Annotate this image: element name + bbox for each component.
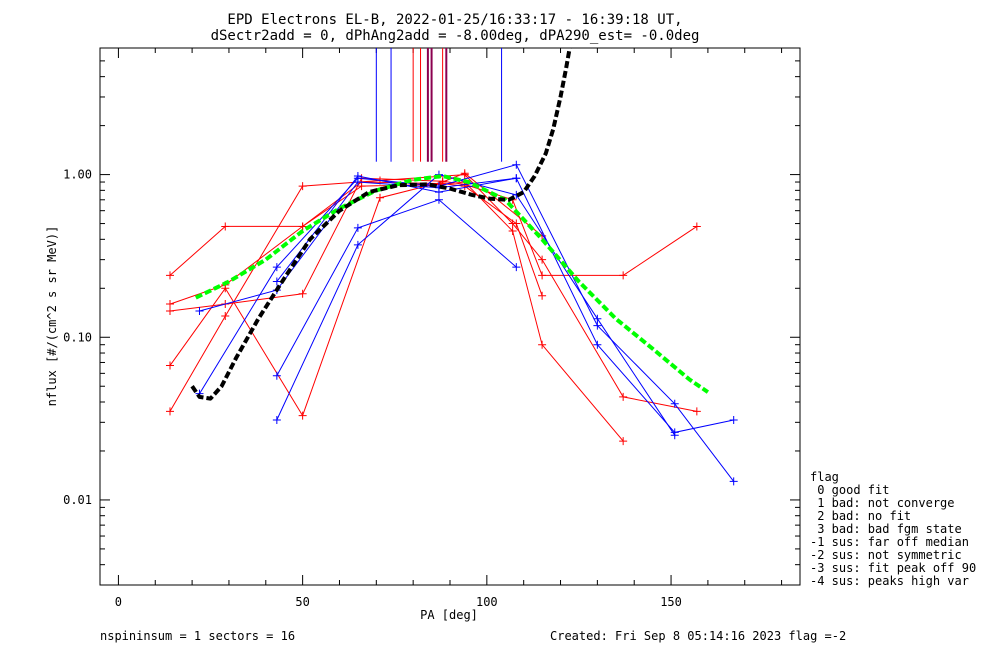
series-line [276, 199, 517, 376]
data-point [692, 222, 701, 231]
series-blue [195, 160, 738, 486]
data-point [195, 307, 204, 316]
series-red [166, 174, 701, 316]
data-point [593, 314, 602, 323]
data-point [272, 371, 281, 380]
series-line [169, 172, 543, 417]
data-point [298, 222, 307, 231]
x-tick-label: 0 [115, 595, 122, 609]
data-point [434, 195, 443, 204]
data-point [221, 284, 230, 293]
data-point [298, 289, 307, 298]
data-point [166, 300, 174, 309]
legend-item: -3 sus: fit peak off 90 [810, 561, 976, 575]
data-point [166, 361, 174, 370]
data-point [166, 271, 174, 280]
series-line [169, 177, 698, 312]
legend-item: -1 sus: far off median [810, 535, 969, 549]
chart-title-line1: EPD Electrons EL-B, 2022-01-25/16:33:17 … [227, 12, 682, 28]
data-point [508, 227, 517, 236]
data-point [353, 240, 362, 249]
y-axis-label: nflux [#/(cm^2 s sr MeV)] [45, 226, 59, 407]
data-point [670, 431, 679, 440]
legend-title: flag [810, 470, 839, 484]
data-point [272, 277, 281, 286]
series-line [276, 174, 676, 436]
legend-item: -4 sus: peaks high var [810, 574, 969, 588]
data-point [353, 223, 362, 232]
data-point [166, 407, 174, 416]
data-point [619, 392, 628, 401]
x-tick-label: 100 [476, 595, 498, 609]
x-tick-label: 150 [660, 595, 682, 609]
data-point [593, 340, 602, 349]
data-point [221, 312, 230, 321]
data-point [353, 172, 362, 181]
data-point [512, 174, 521, 183]
axes: 0 50 100 150 0.01 0.10 1.00 [63, 47, 800, 609]
data-point [508, 219, 517, 228]
legend-item: -2 sus: not symmetric [810, 548, 962, 562]
fit-curves [190, 47, 710, 401]
series-red [166, 178, 628, 446]
data-point [619, 271, 628, 280]
data-point [166, 307, 174, 316]
data-point [376, 193, 384, 202]
data-point [434, 188, 443, 197]
data-point [692, 407, 701, 416]
legend-item: 3 bad: bad fgm state [810, 522, 962, 536]
legend-item: 2 bad: no fit [810, 509, 911, 523]
data-point [460, 169, 469, 178]
data-series [166, 160, 738, 486]
series-line [169, 181, 624, 442]
vertical-markers [375, 48, 503, 162]
data-point [272, 416, 281, 425]
y-tick-label: 0.01 [63, 493, 92, 507]
series-line [199, 164, 735, 482]
fit-curve-black [190, 47, 572, 401]
legend-item: 0 good fit [810, 483, 889, 497]
data-point [670, 399, 679, 408]
data-point [538, 271, 547, 280]
series-blue [195, 174, 738, 437]
data-point [538, 340, 547, 349]
data-point [298, 182, 307, 191]
data-point [538, 255, 547, 264]
series-blue [272, 195, 521, 380]
flag-legend: flag 0 good fit 1 bad: not converge 2 ba… [810, 470, 976, 588]
data-point [619, 437, 628, 446]
x-tick-label: 50 [295, 595, 309, 609]
series-red [166, 169, 547, 420]
data-point [729, 416, 738, 425]
footer-left: nspininsum = 1 sectors = 16 [100, 629, 295, 643]
legend-item: 1 bad: not converge [810, 496, 955, 510]
data-point [538, 291, 547, 300]
data-point [729, 477, 738, 486]
fit-curve-green [194, 174, 710, 394]
data-point [357, 182, 366, 191]
y-tick-label: 0.10 [63, 330, 92, 344]
data-point [221, 222, 230, 231]
y-tick-label: 1.00 [63, 168, 92, 182]
data-point [593, 321, 602, 330]
data-point [272, 263, 281, 272]
data-point [512, 160, 521, 169]
data-point [298, 411, 307, 420]
data-point [512, 263, 521, 272]
chart-title-line2: dSectr2add = 0, dPhAng2add = -8.00deg, d… [211, 28, 700, 44]
footer-right: Created: Fri Sep 8 05:14:16 2023 flag =-… [550, 629, 846, 643]
series-line [276, 175, 517, 282]
series-line [169, 174, 697, 412]
x-axis-label: PA [deg] [420, 608, 478, 622]
series-line [199, 177, 734, 433]
series-red [166, 170, 701, 416]
